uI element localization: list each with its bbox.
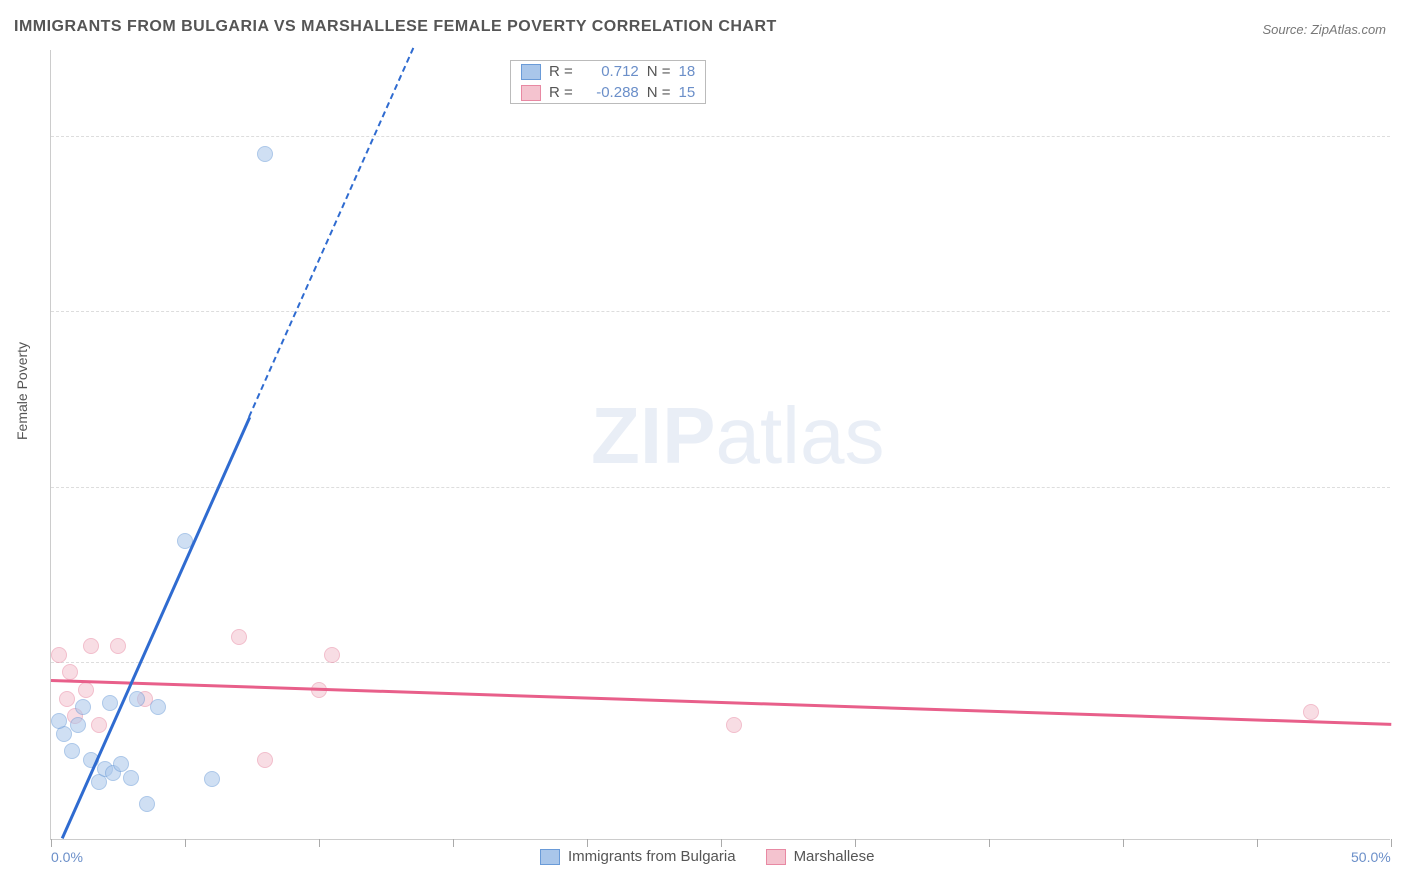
swatch-series-b: [766, 849, 786, 865]
n-value-b: 15: [679, 84, 696, 101]
data-point-a: [75, 699, 91, 715]
x-tick: [587, 839, 588, 847]
trendline-a: [61, 416, 251, 838]
watermark-bold: ZIP: [591, 391, 715, 480]
gridline-h: [51, 662, 1390, 663]
x-tick: [319, 839, 320, 847]
data-point-b: [257, 752, 273, 768]
n-value-a: 18: [679, 63, 696, 80]
x-tick-label: 50.0%: [1351, 849, 1391, 865]
n-label: N =: [647, 84, 671, 101]
data-point-a: [150, 699, 166, 715]
chart-plot-area: ZIPatlas 20.0%40.0%60.0%80.0%0.0%50.0%: [50, 50, 1390, 840]
gridline-h: [51, 311, 1390, 312]
data-point-b: [324, 647, 340, 663]
legend-row-b: R = -0.288 N = 15: [511, 82, 705, 103]
legend-item-b: Marshallese: [766, 848, 875, 865]
x-tick: [1257, 839, 1258, 847]
watermark: ZIPatlas: [591, 390, 884, 482]
data-point-a: [123, 770, 139, 786]
data-point-a: [70, 717, 86, 733]
data-point-a: [257, 146, 273, 162]
x-tick: [721, 839, 722, 847]
data-point-b: [231, 629, 247, 645]
data-point-b: [51, 647, 67, 663]
data-point-b: [91, 717, 107, 733]
watermark-light: atlas: [715, 391, 884, 480]
data-point-a: [51, 713, 67, 729]
legend-label-b: Marshallese: [794, 848, 875, 865]
data-point-a: [102, 695, 118, 711]
legend-label-a: Immigrants from Bulgaria: [568, 848, 736, 865]
data-point-b: [110, 638, 126, 654]
legend-row-a: R = 0.712 N = 18: [511, 61, 705, 82]
y-axis-title: Female Poverty: [14, 342, 30, 440]
source-label: Source: ZipAtlas.com: [1262, 22, 1386, 37]
x-tick: [1391, 839, 1392, 847]
data-point-a: [129, 691, 145, 707]
trendline-dash-a: [248, 48, 414, 417]
data-point-b: [78, 682, 94, 698]
series-legend: Immigrants from Bulgaria Marshallese: [540, 848, 874, 865]
x-tick: [1123, 839, 1124, 847]
n-label: N =: [647, 63, 671, 80]
r-value-b: -0.288: [581, 84, 639, 101]
data-point-b: [62, 664, 78, 680]
data-point-b: [726, 717, 742, 733]
x-tick: [51, 839, 52, 847]
data-point-b: [1303, 704, 1319, 720]
data-point-a: [204, 771, 220, 787]
chart-title: IMMIGRANTS FROM BULGARIA VS MARSHALLESE …: [14, 18, 777, 36]
gridline-h: [51, 487, 1390, 488]
x-tick: [855, 839, 856, 847]
legend-item-a: Immigrants from Bulgaria: [540, 848, 736, 865]
x-tick: [453, 839, 454, 847]
correlation-legend: R = 0.712 N = 18 R = -0.288 N = 15: [510, 60, 706, 104]
data-point-b: [59, 691, 75, 707]
x-tick: [989, 839, 990, 847]
trendline-b: [51, 679, 1391, 725]
x-tick-label: 0.0%: [51, 849, 83, 865]
r-label: R =: [549, 84, 573, 101]
data-point-a: [64, 743, 80, 759]
swatch-series-a: [521, 64, 541, 80]
swatch-series-a: [540, 849, 560, 865]
data-point-a: [139, 796, 155, 812]
swatch-series-b: [521, 85, 541, 101]
data-point-b: [83, 638, 99, 654]
r-value-a: 0.712: [581, 63, 639, 80]
x-tick: [185, 839, 186, 847]
r-label: R =: [549, 63, 573, 80]
gridline-h: [51, 136, 1390, 137]
